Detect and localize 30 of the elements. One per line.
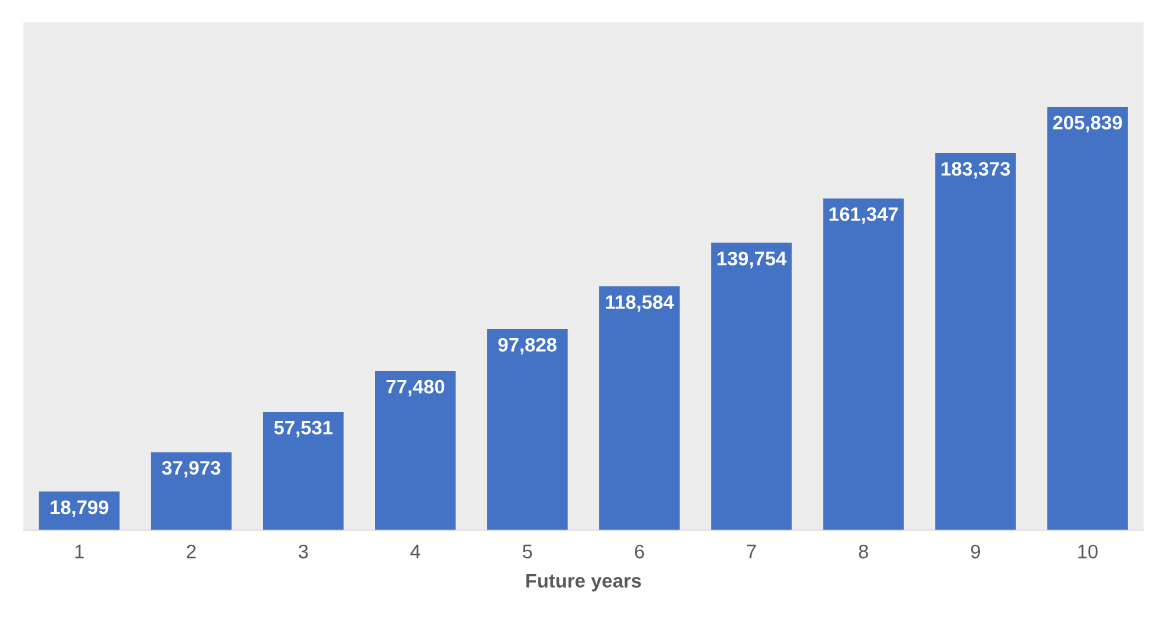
data-label: 118,584: [606, 295, 674, 312]
x-tick-label: 4: [410, 544, 421, 559]
data-label: 97,828: [498, 337, 557, 355]
bar: [150, 452, 232, 531]
bar: [375, 370, 456, 531]
data-label: 18,799: [50, 500, 109, 517]
bar: [599, 286, 680, 531]
x-tick-label: 1: [75, 544, 84, 559]
bar: [487, 329, 568, 531]
x-tick-label: 6: [635, 544, 644, 559]
data-label: 37,973: [161, 460, 221, 478]
x-tick-label: 5: [522, 544, 532, 559]
data-label: 57,531: [274, 420, 333, 438]
data-label: 77,480: [386, 379, 445, 397]
bar: [711, 242, 792, 531]
x-tick-label: 8: [858, 544, 869, 559]
x-axis-title: Future years: [526, 574, 641, 592]
bar: [262, 411, 344, 531]
x-tick-label: 3: [298, 544, 308, 559]
data-label: 139,754: [717, 251, 787, 269]
data-label: 161,347: [829, 207, 898, 224]
bar: [1047, 106, 1128, 531]
x-tick-label: 9: [971, 544, 981, 559]
data-label: 183,373: [941, 161, 1010, 179]
bar: [823, 198, 904, 531]
x-tick-label: 2: [186, 544, 196, 559]
x-tick-label: 7: [747, 544, 756, 559]
x-tick-label: 10: [1078, 544, 1098, 559]
bar: [935, 153, 1016, 531]
data-label: 205,839: [1053, 115, 1122, 133]
